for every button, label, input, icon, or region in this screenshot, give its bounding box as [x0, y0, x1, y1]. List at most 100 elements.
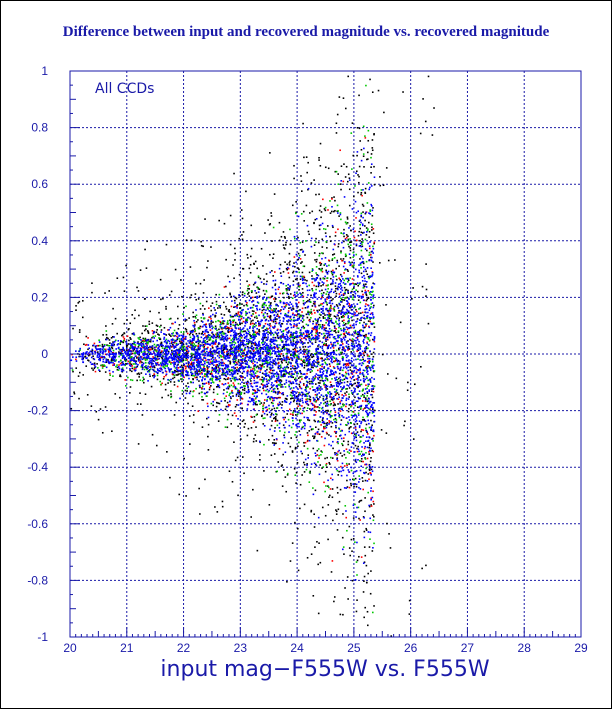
data-point — [368, 236, 371, 238]
data-point — [187, 402, 189, 405]
data-point — [331, 258, 334, 260]
data-point — [144, 337, 147, 340]
data-point — [367, 139, 370, 142]
data-point — [283, 305, 286, 308]
data-point — [275, 381, 278, 384]
data-point — [277, 362, 280, 364]
data-point — [166, 346, 169, 349]
data-point — [322, 402, 325, 405]
data-point — [85, 335, 88, 338]
data-point — [151, 433, 154, 436]
data-point — [342, 327, 345, 330]
data-point — [292, 340, 295, 342]
data-point — [299, 507, 301, 510]
data-point — [318, 376, 321, 379]
data-point — [233, 362, 236, 365]
data-point — [314, 400, 316, 403]
data-point — [272, 279, 275, 282]
data-point — [228, 337, 231, 340]
data-point — [295, 431, 297, 433]
data-point — [139, 403, 142, 405]
data-point — [369, 293, 371, 295]
data-point — [339, 327, 342, 330]
data-point — [138, 373, 141, 376]
data-point — [317, 516, 320, 519]
data-point — [233, 355, 236, 357]
data-point — [194, 353, 196, 355]
data-point — [353, 283, 356, 286]
data-point — [199, 367, 202, 369]
data-point — [362, 205, 365, 207]
data-point — [419, 132, 422, 135]
data-point — [277, 344, 279, 346]
data-point — [316, 320, 319, 323]
data-point — [155, 345, 158, 348]
data-point — [351, 340, 353, 342]
data-point — [283, 296, 285, 299]
data-point — [344, 253, 347, 256]
data-point — [345, 288, 348, 291]
data-point — [225, 405, 228, 408]
data-point — [364, 457, 366, 459]
data-point — [207, 435, 209, 438]
data-point — [358, 308, 360, 310]
data-point — [365, 283, 367, 286]
data-point — [256, 413, 259, 416]
data-point — [281, 384, 283, 386]
data-point — [308, 333, 310, 336]
data-point — [360, 556, 363, 558]
data-point — [366, 158, 369, 160]
data-point — [268, 223, 271, 226]
data-point — [253, 349, 255, 352]
data-point — [213, 334, 216, 337]
data-point — [150, 361, 153, 364]
data-point — [232, 324, 234, 327]
data-point — [334, 235, 337, 237]
data-point — [323, 444, 326, 447]
data-point — [327, 403, 330, 406]
data-point — [269, 350, 271, 352]
data-point — [318, 159, 320, 161]
data-point — [130, 356, 132, 359]
data-point — [183, 363, 186, 366]
data-point — [301, 288, 304, 290]
data-point — [328, 413, 331, 416]
data-point — [300, 332, 302, 334]
data-point — [169, 342, 171, 345]
data-point — [124, 360, 127, 363]
data-point — [323, 228, 325, 230]
data-point — [360, 395, 363, 397]
data-point — [199, 344, 201, 347]
data-point — [179, 342, 182, 344]
data-point — [227, 331, 230, 333]
data-point — [146, 325, 148, 327]
data-point — [299, 348, 302, 351]
data-point — [194, 324, 196, 326]
data-point — [369, 381, 372, 383]
data-point — [315, 260, 318, 263]
data-point — [312, 328, 315, 331]
data-point — [323, 324, 326, 327]
data-point — [268, 304, 271, 307]
data-point — [178, 340, 181, 343]
data-point — [212, 340, 214, 342]
data-point — [285, 353, 288, 355]
data-point — [321, 246, 324, 248]
data-point — [347, 291, 349, 293]
data-point — [202, 368, 204, 371]
data-point — [290, 333, 292, 336]
data-point — [364, 248, 367, 250]
data-point — [349, 326, 352, 329]
data-point — [125, 345, 128, 348]
data-point — [281, 370, 284, 372]
data-point — [363, 317, 365, 319]
data-point — [304, 349, 307, 351]
data-point — [313, 353, 316, 355]
data-point — [333, 305, 336, 308]
data-point — [274, 331, 277, 334]
data-point — [319, 164, 322, 167]
data-point — [251, 296, 254, 299]
data-point — [213, 367, 216, 370]
data-point — [292, 307, 294, 310]
data-point — [362, 416, 364, 419]
